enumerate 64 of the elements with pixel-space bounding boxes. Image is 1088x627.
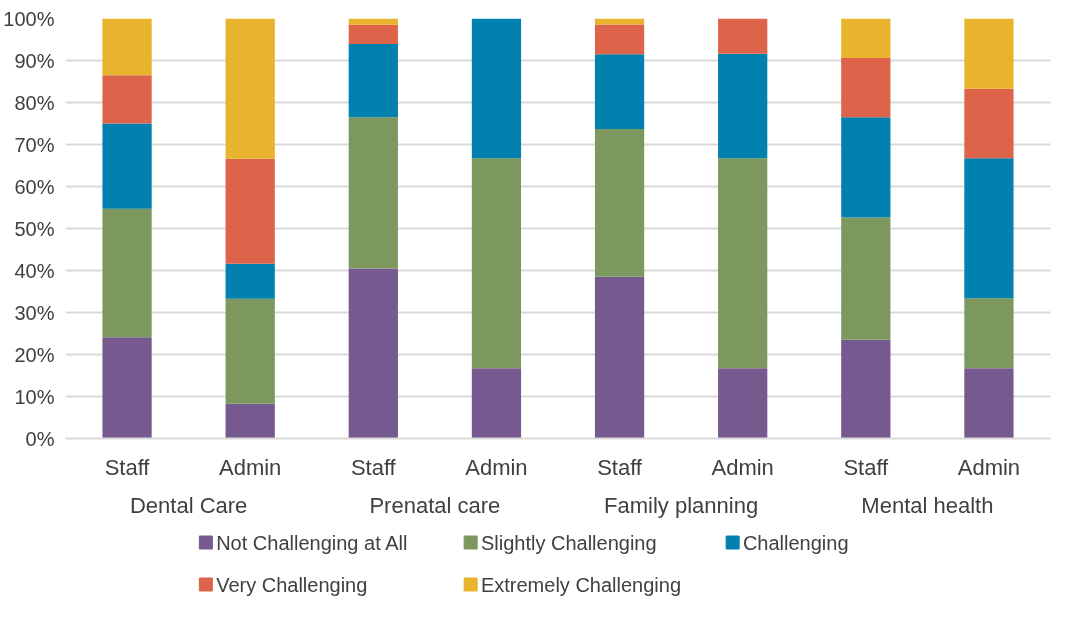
legend-label: Slightly Challenging — [480, 531, 657, 554]
y-tick-label: 0% — [25, 427, 55, 450]
bar — [225, 298, 275, 404]
x-tick-label: Admin — [957, 454, 1021, 480]
text: Mental health — [861, 492, 994, 518]
bar — [471, 158, 522, 369]
y-tick-label: 50% — [14, 217, 55, 240]
x-tick-label: Staff — [104, 454, 151, 480]
bar — [102, 337, 152, 439]
bar — [471, 18, 522, 159]
bar — [102, 75, 152, 124]
bar — [594, 276, 645, 439]
bar — [594, 54, 645, 129]
y-tick-label: 80% — [14, 91, 55, 114]
bar — [348, 44, 398, 118]
y-tick-label: 40% — [14, 259, 55, 282]
bar — [718, 368, 768, 439]
legend-label: Very Challenging — [216, 573, 368, 596]
bar — [718, 53, 768, 159]
bar — [841, 217, 891, 340]
bar — [841, 339, 891, 439]
bar — [348, 24, 398, 45]
bar — [225, 403, 275, 439]
bar — [964, 368, 1014, 439]
bar — [964, 298, 1014, 369]
y-tick-label: 10% — [14, 385, 55, 408]
x-tick-label: Staff — [350, 454, 397, 480]
bar — [348, 117, 398, 269]
text: Prenatal care — [369, 492, 501, 518]
bar — [102, 18, 152, 76]
x-tick-label: Staff — [597, 454, 643, 480]
x-tick-label: Admin — [465, 454, 528, 480]
legend-label: Extremely Challenging — [480, 573, 682, 596]
y-tick-label: 20% — [14, 343, 55, 366]
y-tick-label: 90% — [14, 49, 55, 72]
bar — [718, 158, 768, 369]
bar — [348, 18, 398, 25]
bar — [964, 158, 1014, 299]
y-tick-label: 70% — [14, 133, 55, 156]
y-tick-label: 30% — [14, 301, 55, 324]
x-tick-label: Admin — [711, 454, 774, 480]
bar — [102, 123, 152, 209]
legend-label: Challenging — [742, 531, 849, 554]
bar — [964, 88, 1014, 159]
bar — [964, 18, 1014, 89]
y-tick-label: 100% — [3, 7, 55, 30]
bar — [841, 117, 891, 218]
x-tick-label: Admin — [219, 454, 282, 480]
bar — [348, 268, 398, 439]
bar — [225, 263, 275, 299]
y-tick-label: 60% — [14, 175, 55, 198]
bar — [225, 18, 275, 159]
text: Dental Care — [129, 492, 248, 518]
x-tick-label: Staff — [843, 454, 890, 480]
bar — [841, 18, 891, 58]
text: Family planning — [604, 492, 759, 518]
bar — [594, 128, 645, 277]
bar — [594, 24, 645, 55]
bar — [102, 208, 152, 338]
bar — [718, 18, 768, 54]
bar — [225, 158, 275, 264]
legend-label: Not Challenging at All — [216, 531, 408, 554]
bar — [841, 57, 891, 118]
bar — [471, 368, 522, 439]
